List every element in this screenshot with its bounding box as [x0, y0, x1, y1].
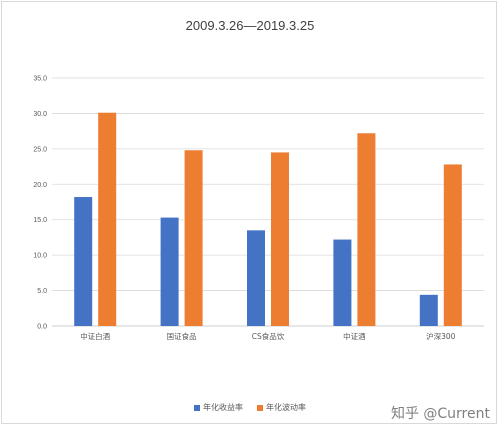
legend-swatch-volatility — [257, 404, 263, 411]
watermark: 知乎 @Current — [390, 406, 490, 422]
x-category-label: 中证白酒 — [80, 331, 110, 341]
bar-return — [419, 294, 438, 326]
bar-volatility — [184, 150, 203, 326]
y-tick-label: 30.0 — [33, 111, 47, 118]
bar-volatility — [271, 152, 289, 326]
y-tick-label: 25.0 — [33, 146, 47, 153]
chart-title: 2009.3.26—2019.3.25 — [185, 18, 315, 33]
y-axis-ticks: 0.0 5.0 10.0 15.0 20.0 25.0 30.0 35.0 — [33, 76, 47, 331]
bar-return — [160, 217, 179, 326]
legend-item-volatility: 年化波动率 — [257, 402, 306, 413]
x-category-label: 沪深300 — [426, 331, 456, 341]
legend-label-return: 年化收益率 — [203, 403, 243, 412]
bar-return — [247, 230, 265, 326]
y-tick-label: 5.0 — [37, 288, 47, 295]
y-tick-label: 15.0 — [33, 217, 47, 224]
bar-volatility — [98, 112, 117, 326]
x-category-label: 国证食品 — [167, 331, 197, 341]
x-category-label: 中证酒 — [343, 331, 366, 341]
y-tick-label: 35.0 — [33, 76, 47, 83]
legend-item-return: 年化收益率 — [194, 402, 243, 413]
bars — [74, 112, 462, 326]
y-tick-label: 10.0 — [33, 253, 47, 260]
bar-volatility — [357, 133, 376, 326]
x-category-label: CS食品饮 — [252, 331, 285, 341]
legend: 年化收益率 年化波动率 — [0, 402, 500, 413]
bar-return — [74, 197, 93, 326]
legend-label-volatility: 年化波动率 — [266, 403, 306, 412]
legend-swatch-return — [194, 404, 200, 411]
bar-return — [333, 239, 352, 326]
y-tick-label: 0.0 — [37, 324, 47, 331]
y-tick-label: 20.0 — [33, 182, 47, 189]
gridlines — [52, 77, 484, 327]
x-axis-categories: 中证白酒 国证食品 CS食品饮 中证酒 沪深300 — [80, 331, 455, 341]
bar-volatility — [443, 164, 462, 326]
